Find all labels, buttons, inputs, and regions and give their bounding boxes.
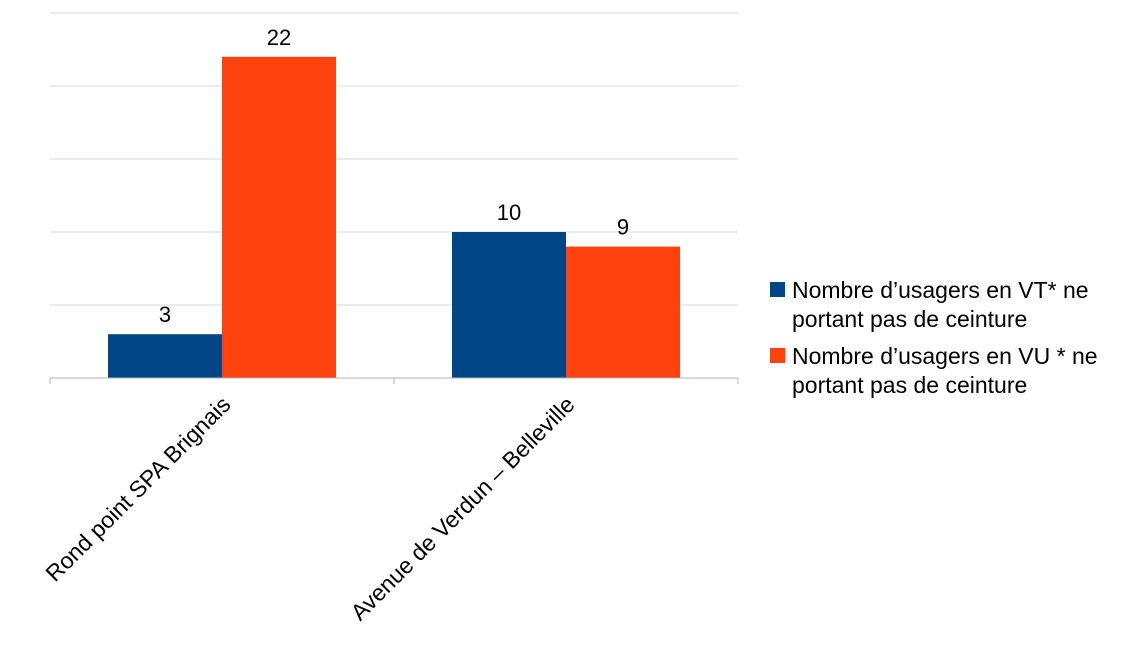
- bar-series-1-category-1: [108, 334, 222, 378]
- legend: Nombre d’usagers en VT* ne portant pas d…: [770, 276, 1140, 408]
- data-label: 10: [497, 200, 521, 225]
- bar-series-2-category-1: [222, 56, 336, 379]
- legend-item-vt: Nombre d’usagers en VT* ne portant pas d…: [770, 276, 1140, 334]
- x-tick-label: Avenue de Verdun – Belleville: [345, 391, 579, 625]
- bar-series-2-category-2: [566, 246, 680, 378]
- x-tick-labels: Rond point SPA Brignais Avenue de Verdun …: [40, 391, 579, 625]
- data-label: 9: [617, 215, 629, 240]
- data-labels: 3 22 10 9: [159, 25, 629, 327]
- legend-swatch-vu: [770, 348, 785, 363]
- x-tick-label: Rond point SPA Brignais: [40, 391, 235, 586]
- bar-series-1-category-2: [452, 232, 566, 378]
- x-axis: [49, 377, 739, 384]
- data-label: 22: [267, 25, 291, 50]
- data-label: 3: [159, 302, 171, 327]
- legend-label-vt: Nombre d’usagers en VT* ne portant pas d…: [792, 277, 1089, 332]
- bars: [108, 56, 680, 379]
- legend-item-vu: Nombre d’usagers en VU * ne portant pas …: [770, 342, 1140, 400]
- legend-swatch-vt: [770, 282, 785, 297]
- legend-label-vu: Nombre d’usagers en VU * ne portant pas …: [792, 343, 1098, 398]
